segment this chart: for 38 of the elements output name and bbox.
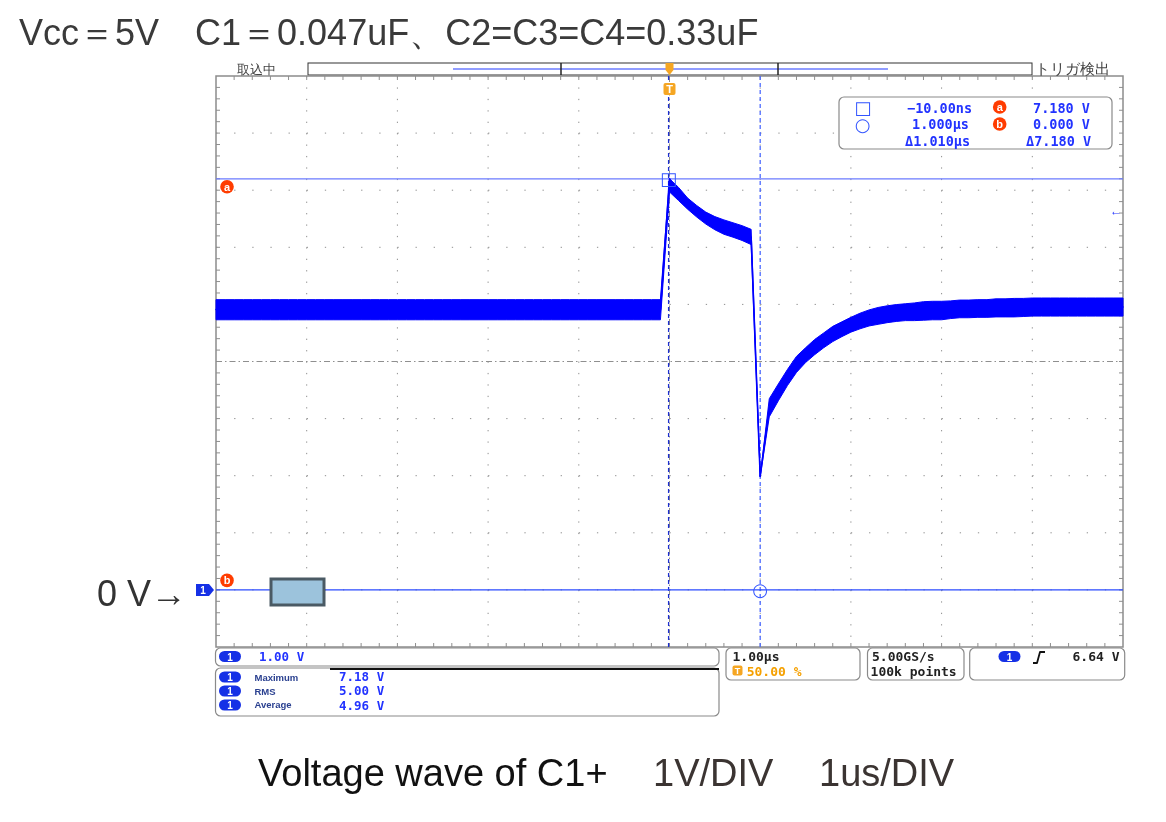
text: 7.18 V xyxy=(339,668,385,684)
text: 1 xyxy=(1006,651,1013,663)
text: T xyxy=(666,83,674,96)
ref-line-label: b xyxy=(223,574,231,587)
text: b xyxy=(996,118,1004,130)
text: 0.000 V xyxy=(1033,116,1090,132)
text: RMS xyxy=(254,685,276,697)
text: 1.000µs xyxy=(912,116,969,132)
ref-line-label: a xyxy=(223,180,231,193)
text: Voltage wave of C1+ xyxy=(258,752,608,794)
text: a xyxy=(996,101,1004,113)
text: Δ7.180 V xyxy=(1026,132,1092,149)
annotation: ← xyxy=(1110,204,1122,218)
text: T xyxy=(734,666,741,676)
text: トリガ検出 xyxy=(1035,60,1110,77)
text: 1 xyxy=(227,700,234,711)
text: 0 V→ xyxy=(96,573,187,614)
text: 取込中 xyxy=(237,62,276,77)
text: 1 xyxy=(227,686,234,697)
text: 7.180 V xyxy=(1033,99,1090,116)
annotation: 1 xyxy=(200,584,207,596)
text: 1 xyxy=(227,651,234,663)
text: 100k points xyxy=(870,664,957,679)
text: 1V/DIV xyxy=(653,752,775,794)
text: 6.64 V xyxy=(1072,649,1120,664)
text: 1 xyxy=(227,672,234,683)
text: 5.00 V xyxy=(339,683,385,698)
text: 5.00GS/s xyxy=(872,649,935,664)
text: 1us/DIV xyxy=(819,752,955,794)
text: 4.96 V xyxy=(339,698,385,713)
text: 1.00 V xyxy=(259,649,305,664)
text: Maximum xyxy=(254,672,299,683)
text: 50.00 % xyxy=(746,663,802,679)
text: 1.00µs xyxy=(732,649,780,664)
text: Average xyxy=(254,698,292,710)
chart-title: Vcc＝5V C1＝0.047uF、C2=C3=C4=0.33uF xyxy=(19,12,759,53)
text: Δ1.010µs xyxy=(905,132,971,149)
text: −10.00ns xyxy=(907,99,973,116)
